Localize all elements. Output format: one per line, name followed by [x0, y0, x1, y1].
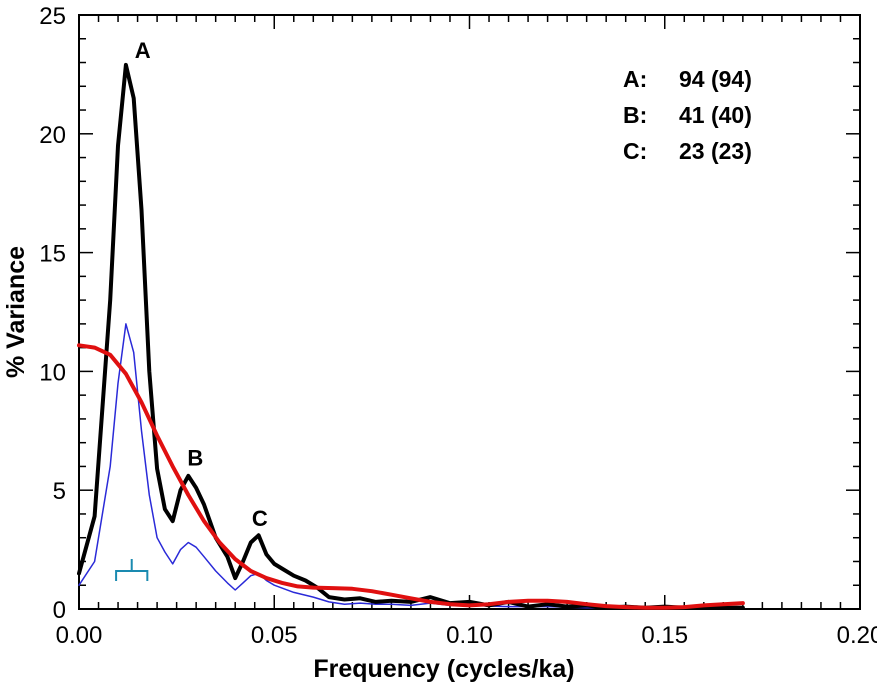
bandwidth-marker [115, 558, 149, 581]
annotation-value: 23 (23) [679, 138, 752, 164]
peak-period-annotations: A: 94 (94) B: 41 (40) C: 23 (23) [623, 66, 752, 164]
peak-labels: A B C [135, 38, 268, 531]
y-tick-labels: 0 5 10 15 20 25 [39, 3, 66, 624]
series-layer [77, 62, 745, 610]
x-tick-label: 0.10 [446, 622, 493, 649]
y-tick-label: 0 [53, 597, 66, 624]
x-tick-label: 0.05 [251, 622, 298, 649]
x-axis-title: Frequency (cycles/ka) [313, 655, 574, 683]
series-line-2 [77, 343, 745, 610]
series-line-1 [78, 323, 744, 609]
annotation-key: B: [623, 102, 647, 128]
annotation-key: C: [623, 138, 647, 164]
y-tick-label: 20 [39, 122, 66, 149]
y-tick-label: 15 [39, 241, 66, 268]
annotation-value: 41 (40) [679, 102, 752, 128]
annotation-value: 94 (94) [679, 66, 752, 92]
bandwidth-bracket [115, 558, 149, 581]
y-tick-label: 10 [39, 359, 66, 386]
annotation-key: A: [623, 66, 647, 92]
x-tick-label: 0.20 [837, 622, 877, 649]
y-axis-title: % Variance [2, 246, 30, 378]
y-tick-label: 25 [39, 3, 66, 30]
peak-label: A [135, 38, 151, 63]
y-tick-label: 5 [53, 478, 66, 505]
x-tick-label: 0.00 [56, 622, 103, 649]
peak-label: B [187, 445, 203, 470]
x-tick-label: 0.15 [641, 622, 688, 649]
peak-label: C [252, 506, 268, 531]
x-tick-labels: 0.00 0.05 0.10 0.15 0.20 [56, 622, 877, 649]
